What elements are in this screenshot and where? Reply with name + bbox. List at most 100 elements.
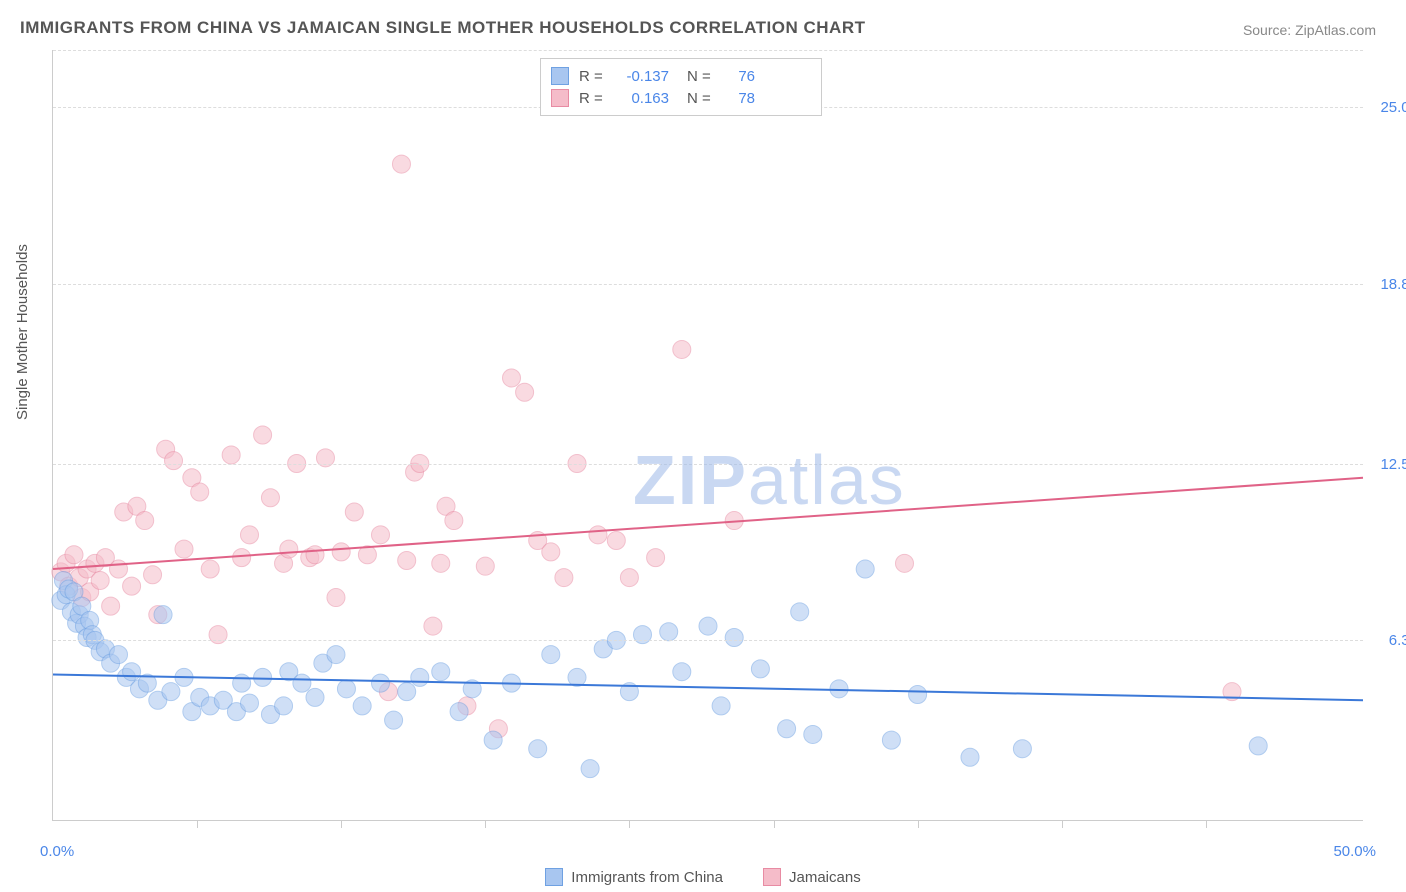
data-point: [673, 663, 691, 681]
r-label: R =: [579, 68, 604, 85]
data-point: [1013, 740, 1031, 758]
legend-swatch: [763, 868, 781, 886]
data-point: [542, 543, 560, 561]
data-point: [327, 589, 345, 607]
data-point: [123, 663, 141, 681]
data-point: [712, 697, 730, 715]
data-point: [110, 560, 128, 578]
legend-item: Jamaicans: [763, 868, 861, 886]
data-point: [1249, 737, 1267, 755]
data-point: [484, 731, 502, 749]
data-point: [424, 617, 442, 635]
source-attribution: Source: ZipAtlas.com: [1243, 22, 1376, 38]
plot-area: ZIPatlas 6.3%12.5%18.8%25.0%: [52, 50, 1363, 821]
data-point: [144, 566, 162, 584]
data-point: [961, 748, 979, 766]
scatter-svg: [53, 50, 1363, 820]
data-point: [233, 674, 251, 692]
r-label: R =: [579, 90, 604, 107]
data-point: [581, 760, 599, 778]
data-point: [191, 483, 209, 501]
gridline: [53, 640, 1363, 641]
data-point: [241, 694, 259, 712]
data-point: [91, 571, 109, 589]
data-point: [432, 663, 450, 681]
data-point: [450, 703, 468, 721]
data-point: [856, 560, 874, 578]
legend-row: R = 0.163 N = 78: [551, 87, 811, 109]
data-point: [445, 512, 463, 530]
x-min-label: 0.0%: [40, 843, 74, 860]
data-point: [432, 554, 450, 572]
x-tick: [341, 820, 342, 828]
data-point: [233, 549, 251, 567]
data-point: [791, 603, 809, 621]
data-point: [392, 155, 410, 173]
data-point: [372, 674, 390, 692]
x-tick: [918, 820, 919, 828]
data-point: [254, 426, 272, 444]
gridline: [53, 464, 1363, 465]
x-tick: [1062, 820, 1063, 828]
legend-swatch: [545, 868, 563, 886]
chart-title: IMMIGRANTS FROM CHINA VS JAMAICAN SINGLE…: [20, 18, 866, 38]
y-tick-label: 18.8%: [1368, 276, 1406, 293]
gridline: [53, 284, 1363, 285]
x-tick: [1206, 820, 1207, 828]
data-point: [542, 646, 560, 664]
data-point: [660, 623, 678, 641]
data-point: [261, 489, 279, 507]
n-label: N =: [687, 68, 715, 85]
y-tick-label: 6.3%: [1368, 632, 1406, 649]
data-point: [909, 686, 927, 704]
data-point: [241, 526, 259, 544]
data-point: [673, 340, 691, 358]
series-legend: Immigrants from China Jamaicans: [0, 868, 1406, 886]
data-point: [110, 646, 128, 664]
data-point: [830, 680, 848, 698]
x-tick: [197, 820, 198, 828]
data-point: [699, 617, 717, 635]
legend-label: Immigrants from China: [571, 869, 723, 886]
data-point: [476, 557, 494, 575]
data-point: [516, 383, 534, 401]
data-point: [896, 554, 914, 572]
data-point: [280, 540, 298, 558]
data-point: [778, 720, 796, 738]
r-value: -0.137: [614, 68, 669, 85]
data-point: [306, 688, 324, 706]
data-point: [620, 569, 638, 587]
data-point: [804, 725, 822, 743]
data-point: [751, 660, 769, 678]
r-value: 0.163: [614, 90, 669, 107]
data-point: [647, 549, 665, 567]
data-point: [353, 697, 371, 715]
data-point: [102, 597, 120, 615]
x-max-label: 50.0%: [1333, 843, 1376, 860]
legend-label: Jamaicans: [789, 869, 861, 886]
data-point: [589, 526, 607, 544]
data-point: [529, 740, 547, 758]
gridline: [53, 50, 1363, 51]
data-point: [607, 532, 625, 550]
data-point: [275, 697, 293, 715]
y-axis-label: Single Mother Households: [14, 244, 31, 420]
data-point: [725, 628, 743, 646]
data-point: [327, 646, 345, 664]
data-point: [337, 680, 355, 698]
n-value: 76: [725, 68, 755, 85]
y-tick-label: 12.5%: [1368, 456, 1406, 473]
data-point: [175, 540, 193, 558]
data-point: [345, 503, 363, 521]
data-point: [222, 446, 240, 464]
trend-line: [53, 478, 1363, 569]
data-point: [201, 560, 219, 578]
data-point: [332, 543, 350, 561]
y-tick-label: 25.0%: [1368, 99, 1406, 116]
data-point: [398, 551, 416, 569]
data-point: [555, 569, 573, 587]
data-point: [136, 512, 154, 530]
x-tick: [629, 820, 630, 828]
n-label: N =: [687, 90, 715, 107]
data-point: [65, 546, 83, 564]
